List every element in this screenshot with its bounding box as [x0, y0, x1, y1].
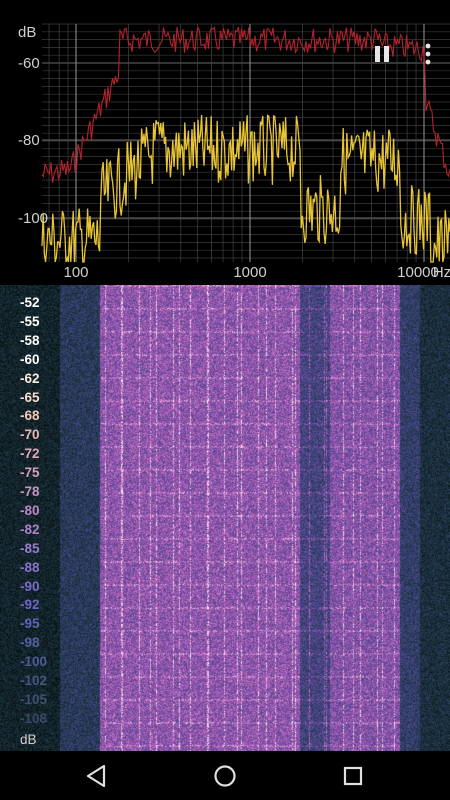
- db-scale-label: -60: [20, 351, 40, 367]
- more-options-button[interactable]: [420, 42, 436, 66]
- db-scale-label: -72: [20, 446, 40, 462]
- db-scale-label: -62: [20, 370, 40, 386]
- db-scale-label: -102: [20, 673, 48, 688]
- home-button[interactable]: [210, 763, 240, 789]
- db-scale-label: -55: [20, 313, 40, 329]
- back-button[interactable]: [82, 763, 112, 789]
- db-scale-label: -75: [20, 465, 40, 481]
- recents-button[interactable]: [338, 763, 368, 789]
- back-triangle-icon: [86, 764, 106, 788]
- pause-button[interactable]: [372, 44, 392, 64]
- recents-square-icon: [343, 766, 363, 786]
- y-unit-label: dB: [18, 24, 37, 41]
- db-scale-label: -88: [20, 559, 40, 575]
- x-unit-label: Hz: [432, 264, 450, 281]
- db-scale-unit: dB: [20, 731, 37, 747]
- spectrogram-view[interactable]: -52 -55 -58 -60 -62 -65 -68 -70 -72 -75 -78 -80 -82 -…: [0, 285, 450, 751]
- db-scale-label: -70: [20, 427, 40, 443]
- db-scale-label: -90: [20, 578, 40, 594]
- pause-icon: [375, 46, 389, 62]
- db-scale-label: -105: [20, 691, 48, 707]
- db-scale-label: -82: [20, 521, 40, 537]
- y-tick-label: -60: [18, 55, 40, 72]
- db-scale-label: -85: [20, 540, 40, 556]
- spectrum-graph[interactable]: dB -60 -80 -100 100 1000 10000 Hz: [0, 0, 450, 285]
- db-scale-label: -65: [20, 389, 40, 405]
- spectrogram-image: [0, 285, 450, 751]
- db-scale-label: -98: [20, 635, 40, 651]
- db-scale-label: -68: [20, 408, 40, 424]
- x-tick-label: 1000: [233, 264, 267, 281]
- db-scale-label: -52: [20, 295, 40, 310]
- y-tick-label: -100: [18, 210, 49, 227]
- db-scale-label: -92: [20, 597, 40, 613]
- more-vert-icon: [425, 43, 431, 65]
- x-tick-label: 10000: [397, 264, 439, 281]
- home-circle-icon: [214, 765, 236, 787]
- spectrum-plot: [41, 23, 450, 263]
- navigation-bar: [0, 751, 450, 800]
- x-tick-label: 100: [63, 264, 89, 281]
- db-scale-label: -108: [20, 710, 48, 726]
- db-scale-label: -58: [20, 332, 40, 348]
- db-scale-label: -80: [20, 502, 40, 518]
- db-scale-label: -95: [20, 616, 40, 632]
- db-scale-label: -100: [20, 654, 48, 670]
- y-tick-label: -80: [18, 132, 40, 149]
- db-scale-label: -78: [20, 484, 40, 499]
